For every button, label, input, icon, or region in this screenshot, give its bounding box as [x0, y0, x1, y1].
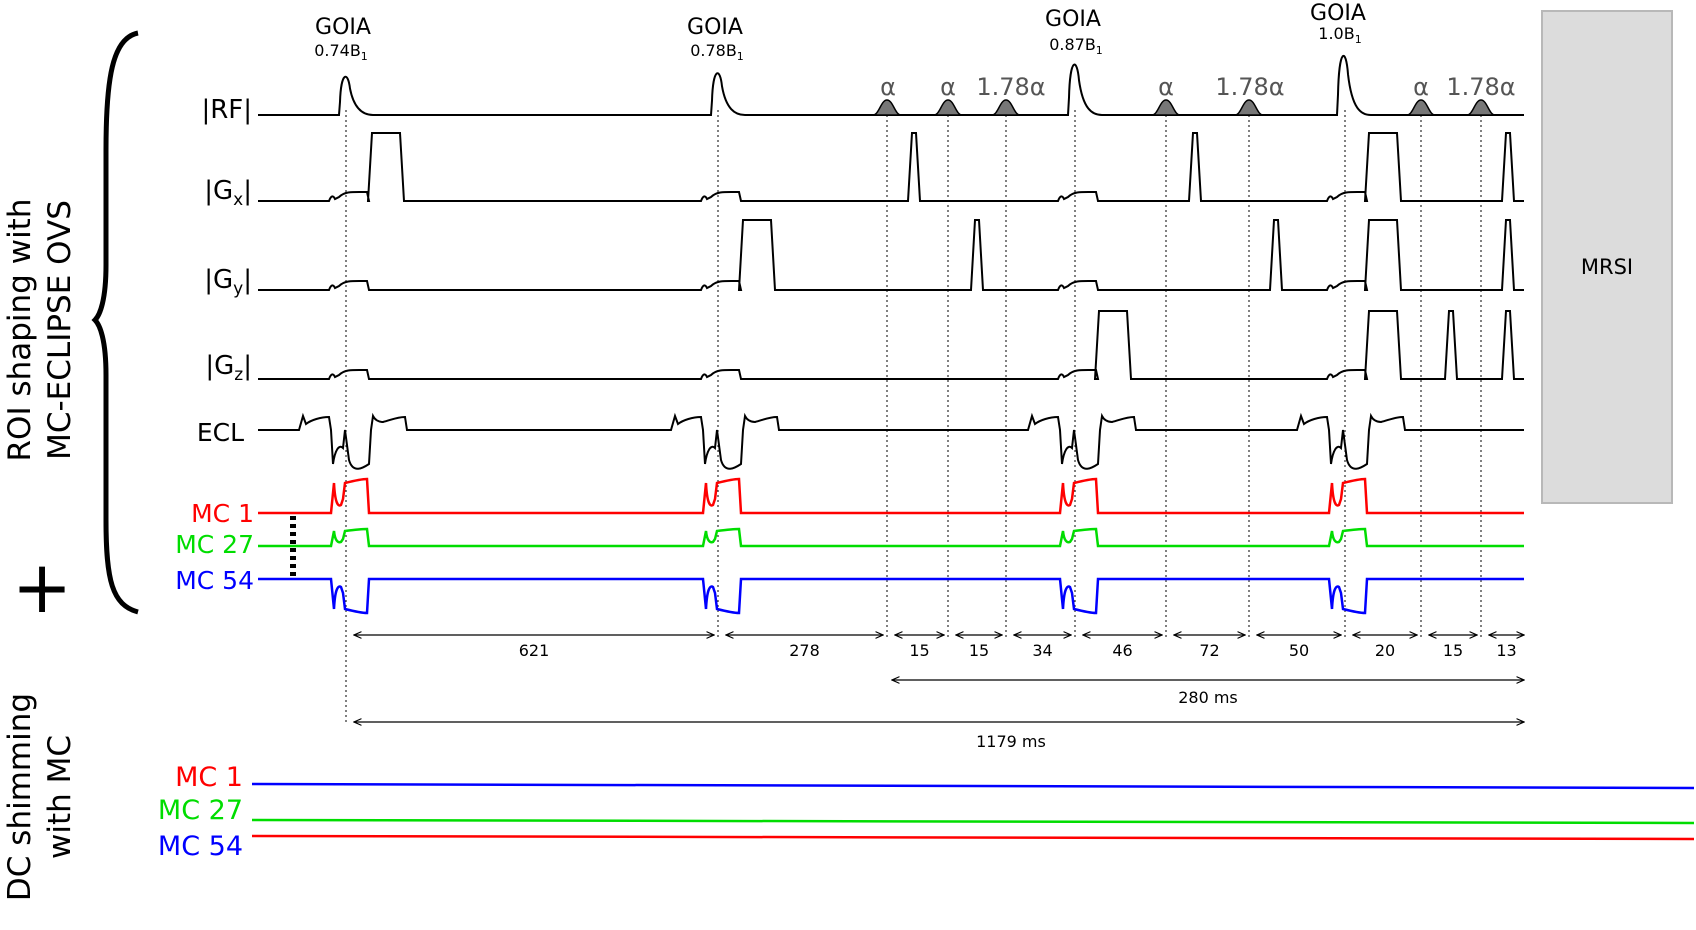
rf-excitation-pulse — [1151, 99, 1181, 116]
rf-excitation-pulse — [1234, 99, 1264, 116]
gy-row-label: |Gy| — [204, 265, 252, 299]
goia-label: GOIA 0.78B1 — [687, 15, 744, 63]
mc-label-1: MC 1 — [191, 499, 254, 528]
interval-label: 13 — [1496, 641, 1516, 660]
dc-line-green — [251, 818, 1695, 825]
flip-angle-label: 1.78α — [976, 73, 1045, 101]
goia-amplitude: 1.0B1 — [1318, 24, 1361, 46]
rf-excitation-pulse — [872, 99, 902, 116]
dc-channel-labels: MC 1 MC 27 MC 54 — [158, 762, 243, 862]
dc-label-line1: DC shimming — [2, 693, 38, 901]
goia-amplitude: 0.74B1 — [314, 41, 368, 63]
rf-waveform — [258, 54, 1524, 116]
rf-excitation-pulse — [1406, 99, 1436, 116]
roi-label-line2: MC-ECLIPSE OVS — [42, 200, 78, 460]
goia-title: GOIA — [1045, 7, 1101, 32]
rf-excitation-pulse — [1466, 99, 1496, 116]
flip-angle-labels: α α 1.78α α 1.78α α 1.78α — [880, 73, 1516, 101]
waveforms — [258, 54, 1524, 615]
goia-label: GOIA 0.74B1 — [314, 15, 371, 63]
goia-title: GOIA — [315, 15, 371, 40]
flip-angle-label: α — [880, 73, 896, 101]
interval-label: 20 — [1375, 641, 1395, 660]
interval-label: 15 — [969, 641, 989, 660]
interval-label: 72 — [1199, 641, 1219, 660]
timing-guides — [345, 110, 1482, 722]
dc-mc-label-27: MC 27 — [158, 795, 243, 826]
gx-waveform — [258, 132, 1524, 202]
flip-angle-label: 1.78α — [1215, 73, 1284, 101]
flip-angle-label: 1.78α — [1446, 73, 1515, 101]
dc-line-blue — [251, 782, 1695, 790]
dc-label-line2: with MC — [42, 735, 78, 859]
row-labels: |RF| |Gx| |Gy| |Gz| ECL — [197, 95, 252, 447]
rf-row-label: |RF| — [201, 95, 252, 125]
dc-shimming-label: DC shimming with MC — [2, 693, 78, 901]
mc-channel-labels: MC 1 MC 27 MC 54 — [175, 499, 254, 595]
gz-waveform — [258, 310, 1524, 380]
grouping-brace — [91, 30, 139, 615]
goia-label: GOIA 0.87B1 — [1045, 7, 1103, 57]
roi-shaping-label: ROI shaping with MC-ECLIPSE OVS — [2, 199, 78, 462]
rf-excitation-pulse — [991, 99, 1021, 116]
interval-label: 278 — [789, 641, 820, 660]
gy-waveform — [258, 219, 1524, 291]
gx-row-label: |Gx| — [204, 176, 252, 210]
goia-amplitude: 0.78B1 — [690, 41, 744, 63]
mc1-waveform — [258, 477, 1524, 515]
dc-line-red — [251, 834, 1695, 841]
interval-label: 50 — [1289, 641, 1309, 660]
interval-label: 15 — [1443, 641, 1463, 660]
mc54-waveform — [258, 577, 1524, 615]
mc-label-27: MC 27 — [175, 530, 254, 559]
ecl-row-label: ECL — [197, 418, 244, 447]
interval-label: 46 — [1112, 641, 1132, 660]
interval-label: 621 — [519, 641, 550, 660]
total-280ms: 280 ms — [1178, 688, 1238, 707]
total-1179ms: 1179 ms — [976, 732, 1046, 751]
interval-arrows: 621 278 15 15 34 46 72 50 20 15 13 — [354, 635, 1524, 660]
plus-sign: + — [12, 545, 72, 629]
roi-label-line1: ROI shaping with — [2, 199, 38, 462]
mrsi-label: MRSI — [1581, 255, 1633, 279]
flip-angle-label: α — [1158, 73, 1174, 101]
dc-mc-label-54: MC 54 — [158, 831, 243, 862]
flip-angle-label: α — [1413, 73, 1429, 101]
goia-amplitude: 0.87B1 — [1049, 35, 1103, 57]
flip-angle-label: α — [940, 73, 956, 101]
interval-label: 34 — [1032, 641, 1052, 660]
goia-labels: GOIA 0.74B1 GOIA 0.78B1 GOIA 0.87B1 GOIA… — [314, 1, 1366, 63]
mc27-waveform — [258, 527, 1524, 548]
goia-title: GOIA — [1310, 1, 1366, 26]
interval-label: 15 — [909, 641, 929, 660]
ecl-waveform — [258, 412, 1524, 470]
goia-title: GOIA — [687, 15, 743, 40]
gz-row-label: |Gz| — [205, 351, 252, 385]
mc-label-54: MC 54 — [175, 566, 254, 595]
mrsi-block — [1541, 10, 1673, 504]
rf-excitation-pulse — [933, 99, 963, 116]
dc-mc-label-1: MC 1 — [175, 762, 243, 793]
goia-label: GOIA 1.0B1 — [1310, 1, 1366, 46]
